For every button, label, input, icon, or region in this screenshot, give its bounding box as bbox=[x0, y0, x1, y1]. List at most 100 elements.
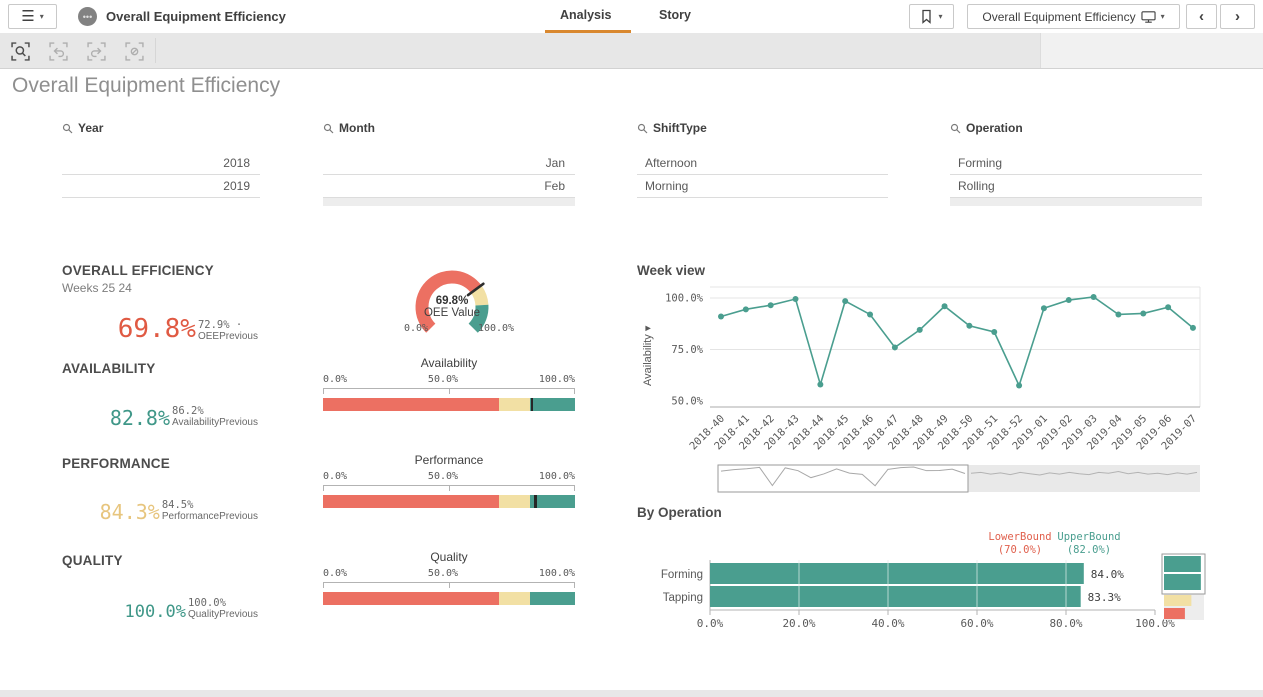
chevron-down-icon: ▾ bbox=[1161, 13, 1165, 21]
kpi-previous-label: OEEPrevious bbox=[198, 331, 258, 342]
bullet-axis bbox=[323, 388, 575, 395]
next-sheet-button[interactable]: › bbox=[1220, 4, 1255, 29]
tab-story[interactable]: Story bbox=[659, 8, 691, 22]
chevron-down-icon: ▾ bbox=[938, 13, 942, 21]
list-item[interactable]: Morning bbox=[637, 175, 888, 198]
bullet-title: Availability bbox=[323, 356, 575, 371]
kpi-quality-value: 100.0% 100.0% QualityPrevious bbox=[62, 594, 258, 620]
filter-label: Month bbox=[339, 121, 375, 135]
step-back-button[interactable] bbox=[44, 40, 72, 62]
list-item[interactable]: Afternoon bbox=[637, 152, 888, 175]
kpi-quality-header: QUALITY bbox=[62, 553, 123, 568]
data-point bbox=[842, 298, 848, 304]
kpi-availability-header: AVAILABILITY bbox=[62, 361, 155, 376]
chevron-down-icon: ▾ bbox=[40, 13, 44, 21]
list-item[interactable]: 2018 bbox=[62, 152, 260, 175]
svg-text:80.0%: 80.0% bbox=[1049, 617, 1082, 630]
oee-gauge-chart[interactable]: 69.8%OEE Value0.0%100.0% bbox=[370, 258, 560, 343]
minimap-bar bbox=[1164, 556, 1201, 572]
sheet-edge-strip bbox=[0, 690, 1263, 697]
kpi-previous-value: 72.9% · bbox=[198, 320, 242, 331]
bullet-marker bbox=[534, 495, 537, 508]
search-selections-icon bbox=[11, 42, 30, 61]
by-operation-chart[interactable]: 84.0%Forming83.3%Tapping0.0%20.0%40.0%60… bbox=[637, 520, 1212, 650]
data-point bbox=[718, 314, 724, 320]
svg-text:0.0%: 0.0% bbox=[697, 617, 724, 630]
search-icon bbox=[323, 123, 334, 134]
app-title: Overall Equipment Efficiency bbox=[106, 9, 286, 24]
list-item[interactable]: Feb bbox=[323, 175, 575, 198]
bar bbox=[710, 586, 1081, 607]
svg-text:Tapping: Tapping bbox=[663, 592, 703, 604]
tab-analysis[interactable]: Analysis bbox=[560, 8, 611, 22]
search-icon bbox=[950, 123, 961, 134]
filter-year: Year 2018 2019 bbox=[62, 121, 260, 198]
bullet-body: 0.0%50.0%100.0% bbox=[323, 471, 575, 508]
previous-sheet-button[interactable]: ‹ bbox=[1186, 4, 1217, 29]
kpi-value: 69.8% bbox=[118, 317, 196, 342]
bullet-body: 0.0%50.0%100.0% bbox=[323, 374, 575, 411]
smart-search-button[interactable] bbox=[6, 40, 34, 62]
data-point bbox=[1140, 310, 1146, 316]
kpi-previous-label: AvailabilityPrevious bbox=[172, 417, 258, 428]
app-logo: ••• bbox=[78, 7, 97, 26]
bullet-body: 0.0%50.0%100.0% bbox=[323, 568, 575, 605]
clear-selections-button[interactable] bbox=[120, 40, 148, 62]
kpi-overall-subtitle: Weeks 25 24 bbox=[62, 281, 132, 295]
filter-label: Operation bbox=[966, 121, 1023, 135]
data-point bbox=[892, 344, 898, 350]
step-forward-button[interactable] bbox=[82, 40, 110, 62]
filter-label: ShiftType bbox=[653, 121, 707, 135]
page-title: Overall Equipment Efficiency bbox=[12, 74, 280, 98]
chevron-left-icon: ‹ bbox=[1199, 8, 1204, 25]
kpi-previous-value: 86.2% bbox=[172, 406, 204, 417]
by-operation-title: By Operation bbox=[637, 505, 722, 520]
bullet-bar bbox=[323, 495, 575, 508]
week-view-svg: 50.0%75.0%100.0%2018-402018-412018-42201… bbox=[637, 256, 1212, 506]
svg-text:60.0%: 60.0% bbox=[960, 617, 993, 630]
filter-operation: Operation Forming Rolling bbox=[950, 121, 1202, 206]
data-point bbox=[917, 327, 923, 333]
list-item[interactable]: Rolling bbox=[950, 175, 1202, 198]
list-item[interactable]: Jan bbox=[323, 152, 575, 175]
svg-text:40.0%: 40.0% bbox=[871, 617, 904, 630]
bookmark-button[interactable]: ▾ bbox=[909, 4, 954, 29]
data-point bbox=[817, 382, 823, 388]
performance-bullet-chart[interactable]: Performance 0.0%50.0%100.0% bbox=[323, 453, 575, 508]
list-item[interactable]: 2019 bbox=[62, 175, 260, 198]
bullet-marker bbox=[531, 398, 534, 411]
bullet-axis bbox=[323, 582, 575, 589]
week-view-chart[interactable]: 50.0%75.0%100.0%2018-402018-412018-42201… bbox=[637, 256, 1212, 506]
data-point bbox=[1091, 294, 1097, 300]
svg-text:Forming: Forming bbox=[661, 569, 703, 581]
kpi-overall-header: OVERALL EFFICIENCY bbox=[62, 263, 214, 278]
kpi-previous-value: 84.5% bbox=[162, 500, 194, 511]
svg-text:100.0%: 100.0% bbox=[478, 323, 514, 334]
toolbar-divider bbox=[155, 38, 156, 63]
data-point bbox=[743, 306, 749, 312]
list-item[interactable]: Forming bbox=[950, 152, 1202, 175]
data-point bbox=[991, 329, 997, 335]
list-partial-row[interactable] bbox=[950, 198, 1202, 206]
sheet-selector-label: Overall Equipment Efficiency bbox=[982, 10, 1135, 24]
data-point bbox=[1016, 383, 1022, 389]
sheet-selector-button[interactable]: Overall Equipment Efficiency ▾ bbox=[967, 4, 1180, 29]
selection-toolbar: Selections Insights bbox=[0, 33, 1263, 69]
svg-text:75.0%: 75.0% bbox=[671, 344, 703, 356]
data-point bbox=[1066, 297, 1072, 303]
svg-text:50.0%: 50.0% bbox=[671, 396, 703, 408]
minimap-bar bbox=[1164, 608, 1185, 619]
global-menu-button[interactable]: ☰ ▾ bbox=[8, 4, 57, 29]
hamburger-icon: ☰ bbox=[21, 9, 34, 24]
minimap-bar bbox=[1164, 595, 1191, 606]
svg-text:100.0%: 100.0% bbox=[665, 293, 704, 305]
quality-bullet-chart[interactable]: Quality 0.0%50.0%100.0% bbox=[323, 550, 575, 605]
filter-month: Month Jan Feb bbox=[323, 121, 575, 206]
data-point bbox=[942, 303, 948, 309]
list-partial-row[interactable] bbox=[323, 198, 575, 206]
svg-text:OEE Value: OEE Value bbox=[424, 307, 480, 319]
availability-bullet-chart[interactable]: Availability 0.0%50.0%100.0% bbox=[323, 356, 575, 411]
redo-selection-icon bbox=[87, 42, 106, 61]
bar bbox=[710, 563, 1084, 584]
qlik-dashboard: ☰ ▾ ••• Overall Equipment Efficiency Ana… bbox=[0, 0, 1263, 697]
